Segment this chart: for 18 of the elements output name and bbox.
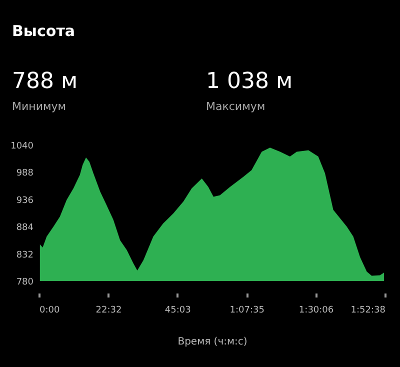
- text: 1 038 м: [206, 69, 293, 94]
- x-tick-label: 1:52:38: [350, 306, 386, 316]
- y-tick-label: 780: [16, 278, 34, 288]
- x-tick-label: 22:32: [96, 306, 122, 316]
- x-tick-label: 1:30:06: [298, 306, 334, 316]
- y-tick-label: 988: [16, 168, 34, 179]
- text: 788 м: [12, 69, 78, 94]
- x-tick-label: 0:00: [40, 306, 60, 316]
- y-tick-label: 884: [16, 223, 34, 234]
- y-tick-label: 1040: [10, 142, 34, 152]
- x-axis-title: Время (ч:м:с): [178, 336, 248, 348]
- y-tick-label: 832: [16, 250, 34, 260]
- text: Максимум: [206, 100, 266, 113]
- x-tick-label: 45:03: [164, 306, 191, 316]
- text: Минимум: [12, 100, 66, 113]
- chart-title: Высота: [12, 22, 76, 40]
- y-tick-label: 936: [16, 196, 34, 206]
- x-tick-label: 1:07:35: [230, 306, 264, 316]
